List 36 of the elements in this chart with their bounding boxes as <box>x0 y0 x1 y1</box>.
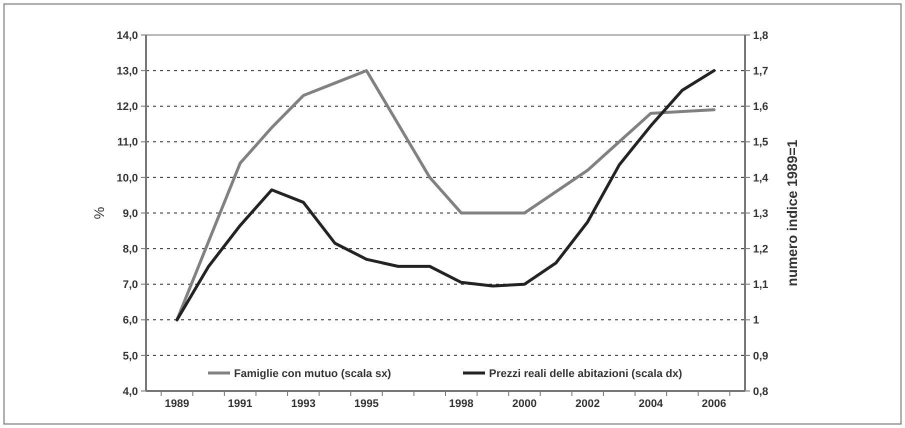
legend-label: Prezzi reali delle abitazioni (scala dx) <box>489 368 683 380</box>
y-tick-label: 5,0 <box>122 350 138 362</box>
y2-tick-label: 1,5 <box>753 136 768 149</box>
y-tick-label: 9,0 <box>122 208 138 220</box>
y2-tick-label: 1,1 <box>753 279 768 292</box>
y-tick-label: 14,0 <box>116 30 138 42</box>
x-tick-label: 1991 <box>228 398 252 410</box>
y2-tick-label: 0,8 <box>753 386 768 398</box>
y-tick-label: 7,0 <box>122 279 138 292</box>
y-tick-label: 13,0 <box>116 65 138 78</box>
x-tick-label: 2004 <box>638 398 664 410</box>
y2-tick-label: 1,8 <box>753 30 768 42</box>
legend-label: Famiglie con mutuo (scala sx) <box>234 368 392 380</box>
x-tick-label: 2002 <box>575 398 600 410</box>
y-tick-label: 11,0 <box>117 136 138 149</box>
y-tick-label: 10,0 <box>116 172 138 184</box>
x-tick-label: 1993 <box>291 398 316 410</box>
x-tick-label: 1998 <box>449 398 474 410</box>
y-tick-label: 6,0 <box>122 314 138 327</box>
y2-tick-label: 1,6 <box>753 101 768 114</box>
y-tick-label: 8,0 <box>122 243 138 256</box>
y2-tick-label: 1,2 <box>753 243 768 256</box>
y2-tick-label: 1,4 <box>753 172 770 184</box>
y2-tick-label: 0,9 <box>753 350 768 362</box>
y2-tick-label: 1,3 <box>753 208 768 220</box>
x-tick-label: 2000 <box>512 398 537 410</box>
y-axis-title: % <box>91 206 107 220</box>
y2-tick-label: 1,7 <box>753 65 768 78</box>
x-tick-label: 1995 <box>354 398 379 410</box>
y2-axis-title: numero indice 1989=1 <box>784 139 800 286</box>
y-tick-label: 4,0 <box>122 386 138 398</box>
x-tick-label: 2006 <box>702 398 726 410</box>
y2-tick-label: 1 <box>753 314 760 327</box>
line-series <box>176 69 716 322</box>
x-tick-label: 1989 <box>164 398 190 410</box>
y-tick-label: 12,0 <box>116 101 138 114</box>
